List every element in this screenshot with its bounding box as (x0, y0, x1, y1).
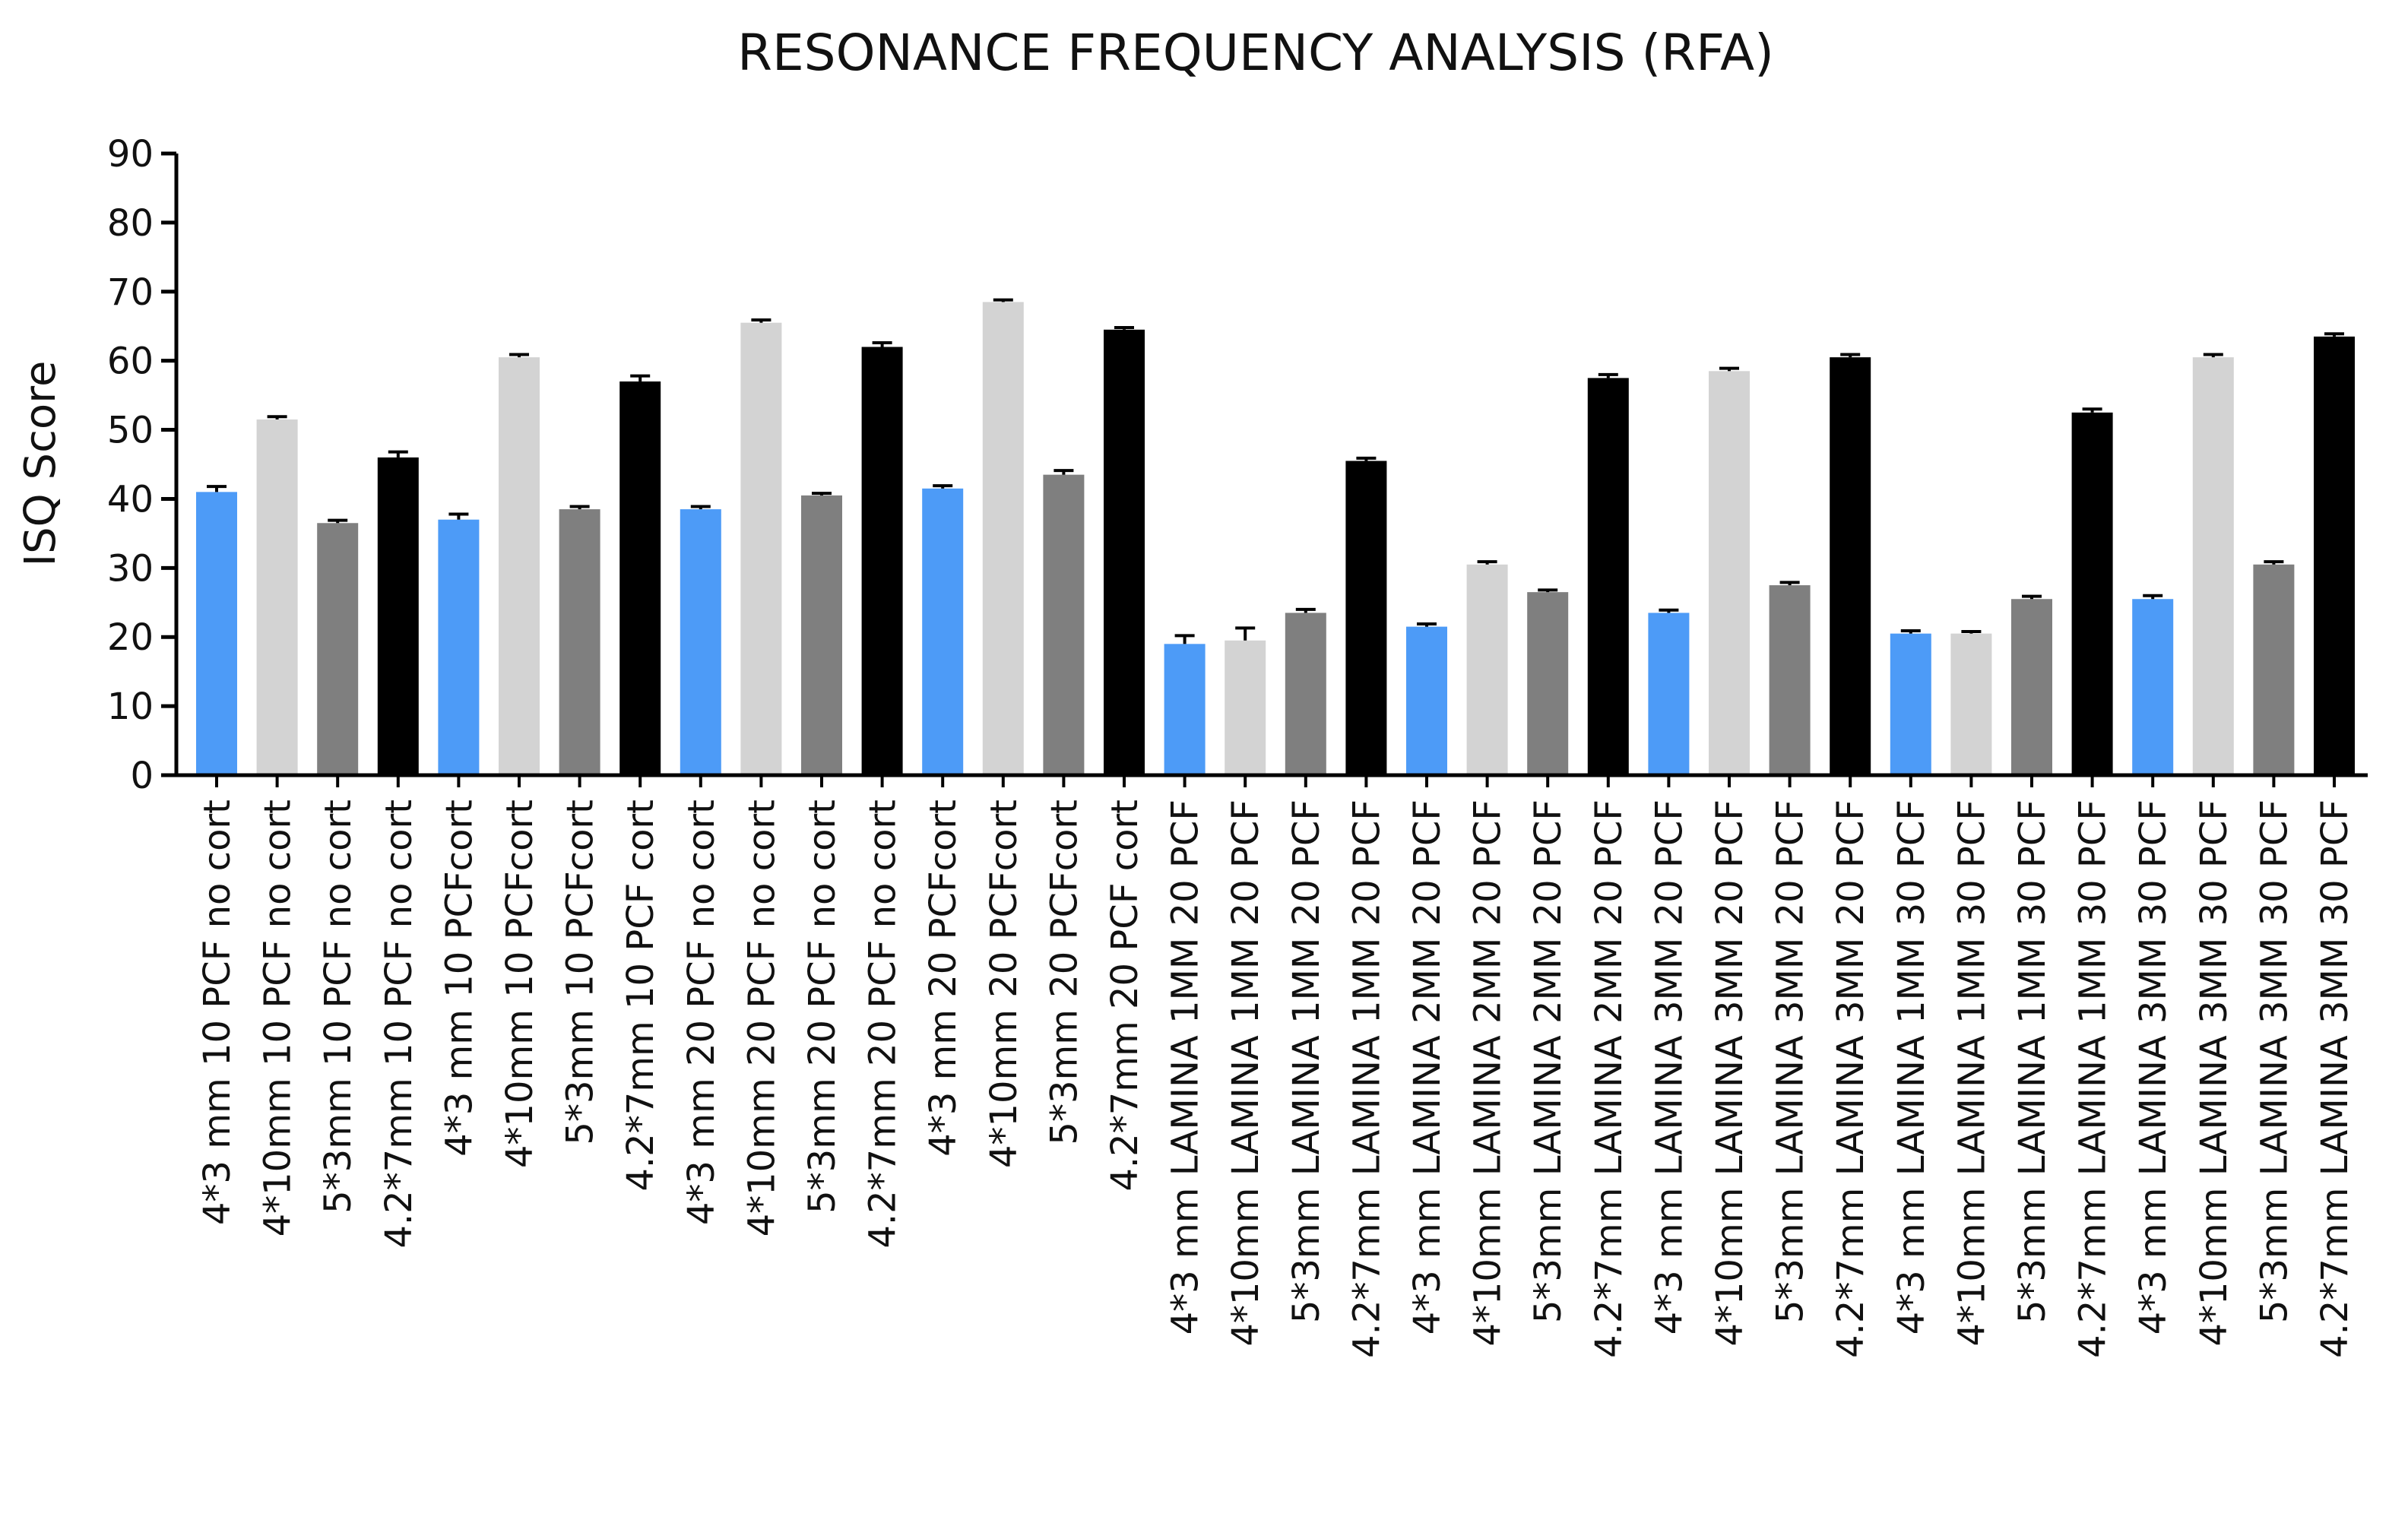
x-tick-label: 5*3mm 20 PCF no cort (801, 799, 844, 1214)
x-tick-label: 4*10mm LAMINA 1MM 30 PCF (1950, 799, 1993, 1347)
bar (499, 357, 540, 776)
x-tick-label: 4*10mm LAMINA 3MM 30 PCF (2193, 799, 2235, 1347)
bar (438, 519, 480, 775)
bar (256, 419, 298, 775)
y-tick-label: 90 (107, 133, 154, 176)
x-tick-label: 4*3 mm LAMINA 2MM 20 PCF (1406, 799, 1449, 1335)
x-tick-label: 4*10mm 20 PCFcort (983, 799, 1025, 1168)
bar (377, 457, 419, 775)
bar (196, 492, 237, 775)
x-tick-label: 4*10mm 10 PCF no cort (257, 799, 299, 1236)
bar (559, 509, 600, 775)
error-bars-group (207, 298, 2344, 644)
bar (1043, 474, 1085, 775)
bar (1890, 633, 1931, 775)
y-tick-label: 50 (107, 410, 154, 452)
x-tick-label: 5*3mm 10 PCFcort (559, 799, 602, 1145)
x-tick-label: 4.2*7mm LAMINA 2MM 20 PCF (1588, 799, 1630, 1358)
bar (1164, 644, 1206, 775)
bar (1345, 461, 1387, 775)
bar (861, 347, 903, 775)
bar (1950, 633, 1992, 775)
bar (2314, 336, 2355, 775)
x-tick-label: 4.2*7mm LAMINA 1MM 20 PCF (1345, 799, 1388, 1358)
bar (1709, 371, 1750, 775)
x-tick-label: 4*10mm LAMINA 2MM 20 PCF (1467, 799, 1510, 1347)
x-tick-label: 4*10mm 20 PCF no cort (740, 799, 783, 1236)
x-tick-label: 4*3 mm LAMINA 1MM 30 PCF (1890, 799, 1933, 1335)
x-tick-label: 5*3mm LAMINA 2MM 20 PCF (1527, 799, 1570, 1323)
y-tick-label: 30 (107, 547, 154, 590)
x-tick-label: 4*3 mm LAMINA 3MM 20 PCF (1648, 799, 1690, 1335)
x-tick-label: 5*3mm 10 PCF no cort (317, 799, 360, 1214)
y-tick-label: 80 (107, 202, 154, 245)
x-tick-label: 4*3 mm LAMINA 1MM 20 PCF (1164, 799, 1207, 1335)
y-tick-label: 40 (107, 478, 154, 521)
x-tick-label: 4.2*7mm LAMINA 3MM 30 PCF (2314, 799, 2356, 1358)
bar (922, 488, 964, 775)
bar (1527, 592, 1569, 775)
bar (740, 322, 782, 776)
x-tick-label: 4*3 mm 10 PCFcort (438, 799, 480, 1157)
x-tick-label: 4*10mm LAMINA 1MM 20 PCF (1225, 799, 1267, 1347)
x-tick-label: 4*3 mm LAMINA 3MM 30 PCF (2132, 799, 2175, 1335)
bar (619, 381, 661, 775)
bar (1104, 329, 1145, 775)
x-tick-label: 5*3mm LAMINA 3MM 20 PCF (1770, 799, 1812, 1323)
bar (1285, 613, 1326, 775)
x-tick-label: 5*3mm LAMINA 3MM 30 PCF (2253, 799, 2296, 1323)
y-tick-label: 0 (130, 755, 154, 797)
y-tick-label: 60 (107, 340, 154, 383)
x-tick-label: 5*3mm LAMINA 1MM 30 PCF (2011, 799, 2054, 1323)
x-tick-label: 4*10mm LAMINA 3MM 20 PCF (1709, 799, 1751, 1347)
bar (680, 509, 721, 775)
bar (1466, 564, 1508, 775)
y-axis: 0 10 20 30 40 50 60 70 80 90 (107, 133, 179, 797)
bars-group (196, 302, 2355, 776)
y-axis-label: ISQ Score (16, 361, 65, 567)
x-tick-label: 5*3mm LAMINA 1MM 20 PCF (1285, 799, 1328, 1323)
x-tick-label: 4.2*7mm 20 PCF no cort (862, 799, 905, 1249)
bar (1225, 640, 1266, 775)
chart-title: RESONANCE FREQUENCY ANALYSIS (RFA) (737, 24, 1774, 82)
bar (2132, 599, 2174, 775)
x-tick-label: 4*10mm 10 PCFcort (499, 799, 541, 1168)
bar (2253, 564, 2295, 775)
bar (982, 302, 1024, 775)
x-tick-label: 4.2*7mm LAMINA 1MM 30 PCF (2072, 799, 2115, 1358)
x-tick-label: 4.2*7mm 10 PCF cort (619, 799, 662, 1192)
x-axis (176, 773, 2368, 787)
bar (1587, 378, 1629, 775)
x-tick-label: 4.2*7mm 10 PCF no cort (378, 799, 420, 1249)
bar (1648, 613, 1690, 775)
x-tick-label: 4.2*7mm 20 PCF cort (1104, 799, 1146, 1192)
bar (1769, 585, 1811, 775)
y-tick-label: 10 (107, 686, 154, 728)
bar (2071, 412, 2113, 775)
bar (317, 523, 359, 775)
x-tick-label: 4*3 mm 20 PCF no cort (680, 799, 723, 1225)
x-tick-label: 4.2*7mm LAMINA 3MM 20 PCF (1830, 799, 1872, 1358)
bar (2011, 599, 2052, 775)
x-tick-labels: 4*3 mm 10 PCF no cort 4*10mm 10 PCF no co… (196, 799, 2356, 1358)
x-tick-label: 4*3 mm 10 PCF no cort (196, 799, 239, 1225)
bar (1830, 357, 1871, 776)
x-tick-label: 5*3mm 20 PCFcort (1043, 799, 1085, 1145)
bar (2192, 357, 2234, 776)
bar (1406, 626, 1447, 775)
y-tick-label: 70 (107, 271, 154, 314)
bar (801, 495, 842, 775)
y-tick-label: 20 (107, 616, 154, 659)
x-tick-label: 4*3 mm 20 PCFcort (922, 799, 965, 1157)
